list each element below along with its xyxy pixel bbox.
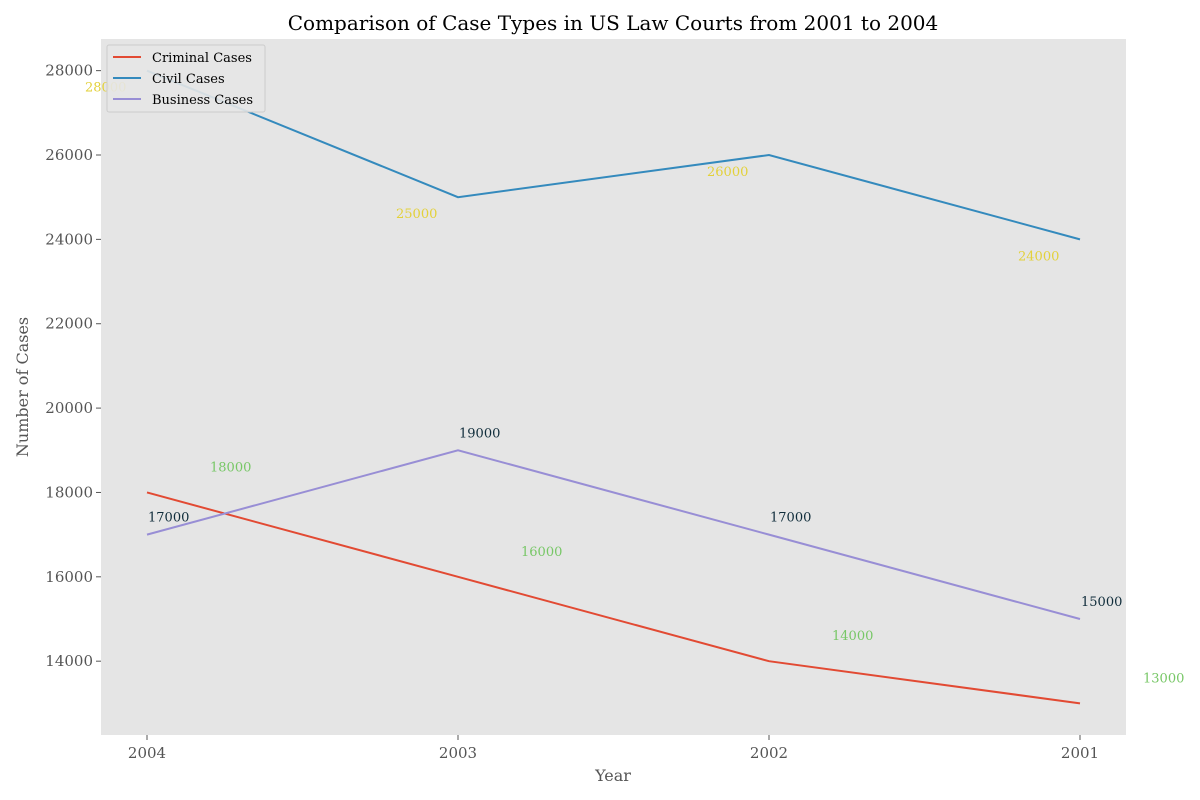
legend-entry: Criminal Cases [152, 51, 252, 66]
y-tick-label: 22000 [45, 315, 93, 333]
data-labels: 1800016000140001300028000250002600024000… [85, 81, 1184, 687]
legend-box [106, 44, 266, 113]
data-label: 19000 [459, 426, 500, 441]
x-tick-label: 2002 [750, 744, 788, 762]
y-tick-label: 24000 [45, 230, 93, 248]
legend-entry: Civil Cases [152, 72, 225, 87]
series-line [146, 491, 1081, 705]
data-label: 24000 [1018, 249, 1059, 264]
x-tick-label: 2004 [128, 744, 166, 762]
y-tick-label: 14000 [45, 652, 93, 670]
data-label: 16000 [521, 545, 562, 560]
data-label: 18000 [210, 460, 251, 475]
legend: Criminal Cases Civil Cases Business Cases [106, 44, 266, 113]
series-line [146, 69, 1081, 241]
series-lines [146, 69, 1081, 705]
data-label: 17000 [770, 511, 811, 526]
axis-ticks: 2004 2003 2002 2001 14000 16000 18000 20000 2200… [45, 62, 1099, 762]
data-label: 15000 [1081, 595, 1122, 610]
y-tick-label: 16000 [45, 568, 93, 586]
data-label: 17000 [148, 511, 189, 526]
data-label: 26000 [707, 165, 748, 180]
y-tick-label: 28000 [45, 62, 93, 80]
y-tick-label: 26000 [45, 146, 93, 164]
plot-area [101, 39, 1126, 735]
x-axis-label: Year [594, 766, 631, 785]
y-tick-label: 18000 [45, 483, 93, 501]
y-tick-label: 20000 [45, 399, 93, 417]
x-tick-label: 2001 [1061, 744, 1099, 762]
data-label: 25000 [396, 207, 437, 222]
data-label: 14000 [832, 629, 873, 644]
legend-entry: Business Cases [152, 93, 253, 108]
x-tick-label: 2003 [439, 744, 477, 762]
y-axis-label: Number of Cases [13, 317, 32, 457]
data-label: 13000 [1143, 671, 1184, 686]
series-line [146, 449, 1081, 620]
chart-title: Comparison of Case Types in US Law Court… [288, 11, 939, 35]
